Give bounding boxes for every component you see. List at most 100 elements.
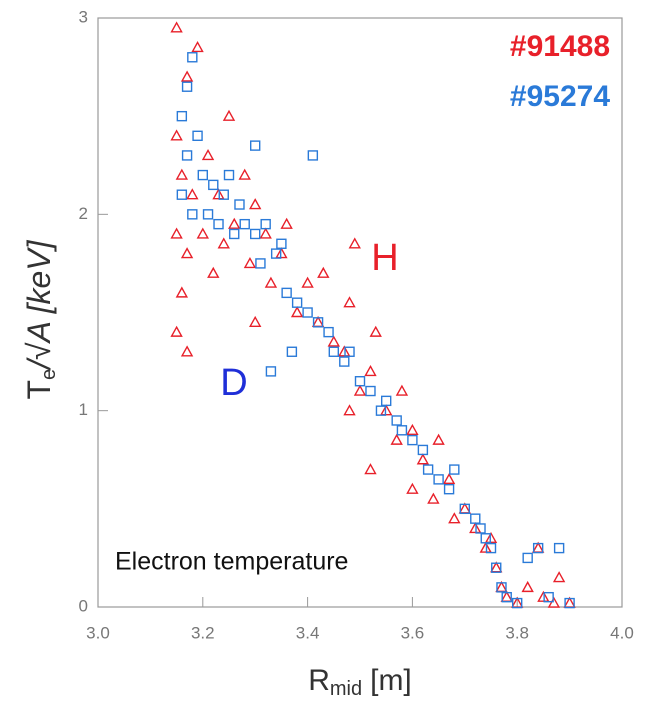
- annotation-title: Electron temperature: [115, 548, 348, 576]
- point: [328, 346, 339, 357]
- y-tick-label: 2: [79, 204, 88, 223]
- point: [311, 315, 325, 328]
- point: [458, 502, 471, 514]
- point: [354, 376, 366, 387]
- point: [302, 307, 313, 318]
- point: [264, 276, 278, 288]
- point: [212, 188, 225, 200]
- point: [501, 591, 512, 603]
- y-axis-label: Te/√A [keV]: [21, 239, 60, 399]
- point: [180, 70, 194, 82]
- point: [207, 266, 220, 278]
- point: [186, 188, 199, 200]
- point: [312, 317, 324, 328]
- point: [391, 415, 402, 426]
- legend-entry: #95274: [510, 80, 610, 113]
- point: [275, 247, 288, 259]
- point: [543, 591, 554, 603]
- annotation-d: D: [220, 362, 247, 404]
- point: [243, 256, 257, 269]
- point: [427, 492, 440, 504]
- point: [213, 218, 224, 230]
- point: [338, 345, 351, 357]
- point: [348, 237, 361, 249]
- x-label-sub: mid: [330, 678, 362, 700]
- point: [375, 405, 387, 416]
- point: [218, 189, 229, 200]
- point: [317, 266, 330, 278]
- point: [433, 474, 444, 485]
- point: [364, 364, 377, 377]
- point: [563, 596, 576, 608]
- plot-frame: [97, 17, 623, 608]
- y-label-main: T: [21, 380, 57, 400]
- point: [484, 531, 498, 543]
- point: [196, 227, 209, 239]
- point: [181, 150, 193, 161]
- point: [239, 218, 250, 230]
- point: [229, 228, 240, 240]
- y-label-sub: e: [38, 369, 60, 380]
- point: [249, 198, 262, 210]
- point: [201, 148, 215, 161]
- point: [496, 582, 507, 593]
- point: [442, 472, 456, 485]
- point: [531, 541, 545, 553]
- x-tick-label: 3.4: [296, 623, 320, 642]
- point: [396, 425, 408, 436]
- point: [176, 189, 188, 200]
- x-tick-label: 3.0: [86, 623, 110, 642]
- point: [406, 423, 419, 435]
- point: [485, 542, 497, 554]
- point: [417, 444, 429, 456]
- point: [521, 580, 534, 593]
- point: [522, 552, 533, 564]
- point: [480, 533, 491, 544]
- point: [353, 384, 367, 396]
- point: [344, 346, 355, 357]
- point: [170, 227, 183, 239]
- point: [339, 356, 350, 367]
- point: [217, 237, 230, 249]
- point: [181, 81, 193, 92]
- point: [192, 130, 203, 142]
- point: [281, 287, 292, 299]
- point: [364, 463, 377, 475]
- point: [187, 52, 198, 63]
- point: [301, 276, 314, 288]
- point: [265, 366, 277, 377]
- point: [495, 580, 508, 593]
- point: [176, 110, 188, 122]
- point: [475, 523, 486, 534]
- point: [491, 562, 502, 573]
- point: [323, 326, 334, 338]
- point: [564, 597, 575, 609]
- point: [187, 209, 198, 220]
- x-axis-label: Rmid [m]: [308, 664, 412, 700]
- point: [407, 434, 418, 446]
- x-label-unit: [m]: [370, 664, 412, 697]
- point: [170, 325, 183, 337]
- point: [459, 503, 470, 515]
- point: [191, 41, 204, 53]
- point: [249, 315, 262, 328]
- point: [280, 217, 293, 229]
- point: [234, 199, 245, 210]
- point: [175, 286, 189, 298]
- point: [291, 297, 303, 308]
- point: [223, 169, 235, 181]
- point: [406, 482, 419, 494]
- point: [448, 512, 461, 524]
- point: [175, 168, 189, 180]
- point: [380, 404, 393, 416]
- point: [170, 129, 183, 141]
- y-tick-label: 0: [79, 596, 88, 615]
- y-tick-label: 1: [79, 400, 88, 419]
- x-tick-label: 4.0: [610, 623, 634, 642]
- point: [552, 571, 566, 583]
- point: [500, 590, 513, 602]
- point: [395, 384, 409, 396]
- point: [222, 109, 236, 121]
- point: [197, 169, 209, 181]
